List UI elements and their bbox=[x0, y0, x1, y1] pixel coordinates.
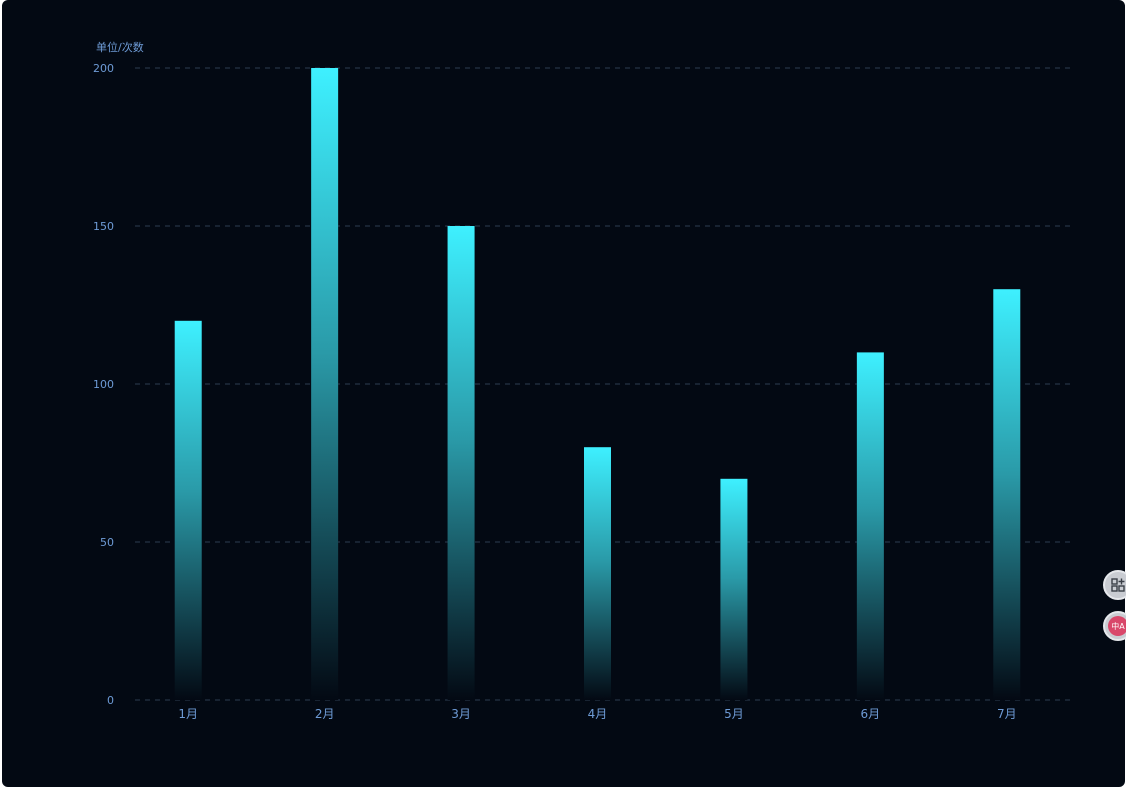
x-tick-label: 2月 bbox=[315, 707, 335, 721]
x-tick-label: 5月 bbox=[724, 707, 744, 721]
y-tick-label: 100 bbox=[93, 378, 114, 391]
x-tick-label: 1月 bbox=[178, 707, 198, 721]
y-tick-label: 0 bbox=[107, 694, 114, 707]
x-tick-label: 7月 bbox=[997, 707, 1017, 721]
x-tick-label: 4月 bbox=[588, 707, 608, 721]
grid-plus-icon bbox=[1111, 578, 1125, 592]
unit-label: 单位/次数 bbox=[96, 40, 144, 54]
bars bbox=[174, 68, 1021, 700]
y-tick-label: 150 bbox=[93, 220, 114, 233]
translate-icon: 中A bbox=[1108, 616, 1126, 636]
apps-button[interactable] bbox=[1103, 570, 1126, 600]
bar[interactable] bbox=[856, 352, 884, 700]
x-tick-label: 3月 bbox=[451, 707, 471, 721]
translate-button[interactable]: 中A bbox=[1103, 611, 1126, 641]
x-axis-ticks: 1月 2月 3月 4月 5月 6月 7月 bbox=[178, 707, 1016, 721]
bar[interactable] bbox=[720, 478, 748, 700]
bar[interactable] bbox=[311, 68, 339, 700]
y-axis-ticks: 0 50 100 150 200 bbox=[93, 62, 114, 707]
bar[interactable] bbox=[584, 447, 611, 700]
bar[interactable] bbox=[174, 320, 202, 700]
y-tick-label: 200 bbox=[93, 62, 114, 75]
x-tick-label: 6月 bbox=[861, 707, 881, 721]
bar[interactable] bbox=[993, 289, 1021, 700]
y-tick-label: 50 bbox=[100, 536, 114, 549]
bar[interactable] bbox=[447, 226, 475, 700]
grid-lines bbox=[135, 67, 1072, 701]
